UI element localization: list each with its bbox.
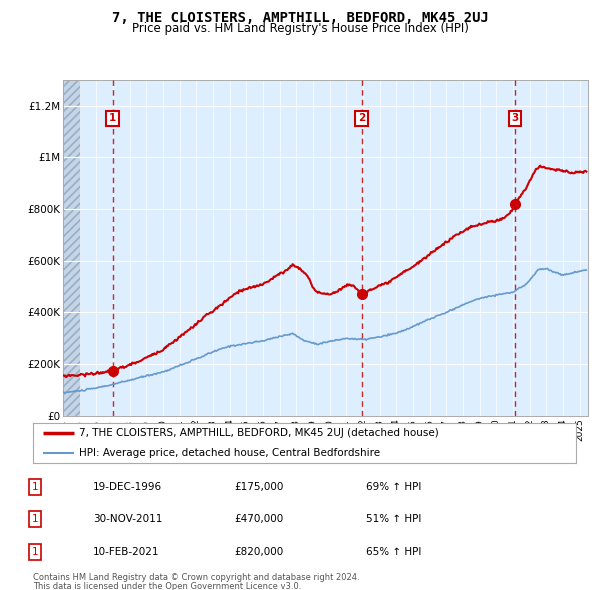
Text: 10-FEB-2021: 10-FEB-2021 bbox=[93, 547, 160, 556]
Text: 1: 1 bbox=[31, 482, 38, 491]
Text: 7, THE CLOISTERS, AMPTHILL, BEDFORD, MK45 2UJ (detached house): 7, THE CLOISTERS, AMPTHILL, BEDFORD, MK4… bbox=[79, 428, 439, 438]
Text: 2: 2 bbox=[358, 113, 365, 123]
Text: 1: 1 bbox=[31, 514, 38, 524]
Text: Price paid vs. HM Land Registry's House Price Index (HPI): Price paid vs. HM Land Registry's House … bbox=[131, 22, 469, 35]
Text: HPI: Average price, detached house, Central Bedfordshire: HPI: Average price, detached house, Cent… bbox=[79, 448, 380, 458]
Text: 51% ↑ HPI: 51% ↑ HPI bbox=[366, 514, 421, 524]
Text: 1: 1 bbox=[31, 547, 38, 556]
Text: 65% ↑ HPI: 65% ↑ HPI bbox=[366, 547, 421, 556]
Text: 69% ↑ HPI: 69% ↑ HPI bbox=[366, 482, 421, 491]
Bar bbox=[63, 80, 80, 416]
Text: Contains HM Land Registry data © Crown copyright and database right 2024.: Contains HM Land Registry data © Crown c… bbox=[33, 573, 359, 582]
Text: £470,000: £470,000 bbox=[234, 514, 283, 524]
Text: £820,000: £820,000 bbox=[234, 547, 283, 556]
Text: 30-NOV-2011: 30-NOV-2011 bbox=[93, 514, 163, 524]
Text: £175,000: £175,000 bbox=[234, 482, 283, 491]
Text: 7, THE CLOISTERS, AMPTHILL, BEDFORD, MK45 2UJ: 7, THE CLOISTERS, AMPTHILL, BEDFORD, MK4… bbox=[112, 11, 488, 25]
Bar bbox=[63, 80, 80, 416]
Text: This data is licensed under the Open Government Licence v3.0.: This data is licensed under the Open Gov… bbox=[33, 582, 301, 590]
Text: 1: 1 bbox=[109, 113, 116, 123]
Text: 19-DEC-1996: 19-DEC-1996 bbox=[93, 482, 162, 491]
Text: 3: 3 bbox=[511, 113, 518, 123]
